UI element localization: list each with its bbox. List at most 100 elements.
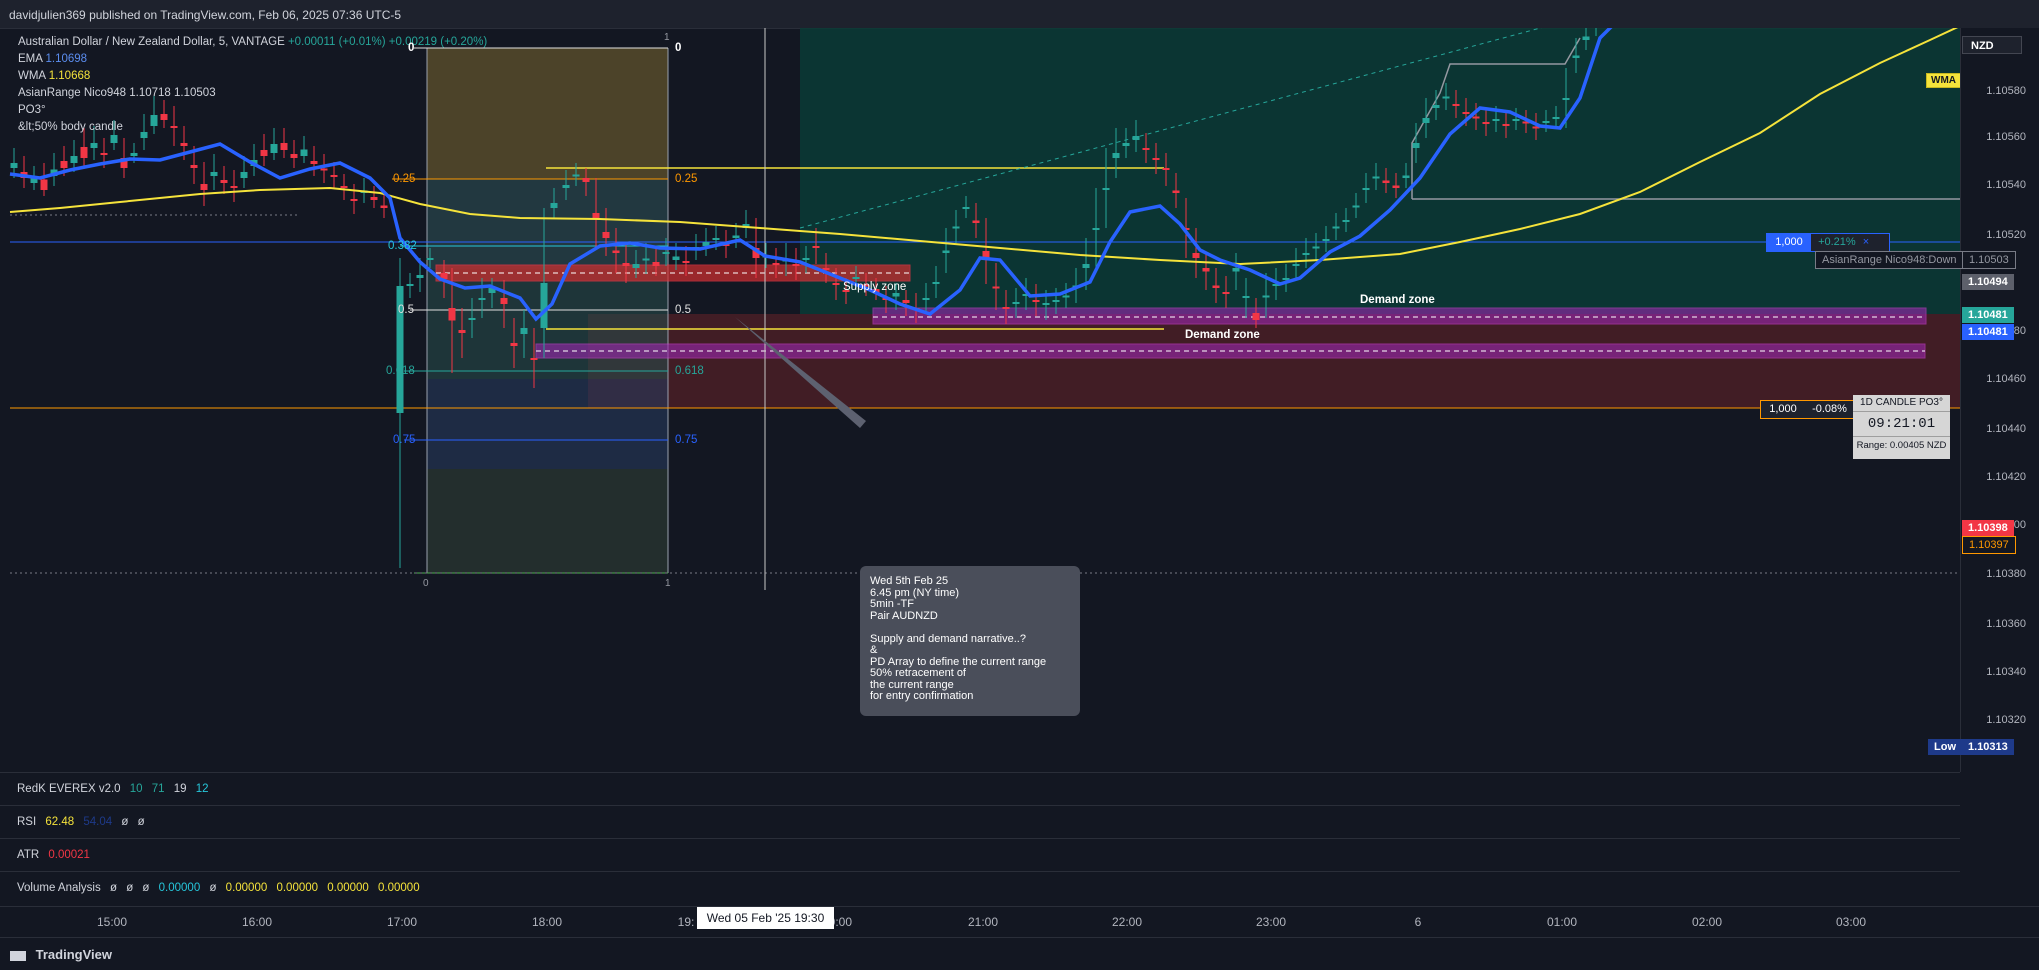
tradingview-logo-icon bbox=[10, 950, 26, 961]
redk-v3: 19 bbox=[173, 783, 187, 795]
time-tick: 15:00 bbox=[96, 915, 128, 929]
time-tick: 03:00 bbox=[1835, 915, 1867, 929]
candle-body bbox=[812, 246, 820, 248]
wma-label: WMA bbox=[18, 70, 46, 82]
candle-body bbox=[520, 328, 528, 334]
candle-body bbox=[200, 184, 208, 190]
fib-label-0618: 0.618 bbox=[675, 365, 704, 377]
asian-legend[interactable]: AsianRange Nico948 1.10718 1.10503 bbox=[18, 85, 487, 102]
wma-legend[interactable]: WMA 1.10668 bbox=[18, 68, 487, 85]
rsi-v3: ø bbox=[121, 816, 129, 828]
time-tick: 19: bbox=[677, 915, 695, 929]
candle-body bbox=[662, 252, 670, 254]
fib-bottom-1: 1 bbox=[665, 578, 671, 589]
asian-price-label: 1.10503 bbox=[1962, 251, 2016, 269]
candle-body bbox=[832, 283, 840, 285]
orange-price-label: 1.10397 bbox=[1962, 536, 2016, 554]
rsi-pane[interactable]: RSI 62.48 54.04 ø ø bbox=[0, 805, 1960, 839]
main-chart[interactable]: Australian Dollar / New Zealand Dollar, … bbox=[0, 28, 2039, 772]
candle-body bbox=[772, 263, 780, 265]
ema-legend[interactable]: EMA 1.10698 bbox=[18, 51, 487, 68]
candle-timer-range: Range: 0.00405 NZD bbox=[1856, 440, 1947, 451]
redk-pane[interactable]: RedK EVEREX v2.0 10 71 19 12 bbox=[0, 772, 1960, 806]
candle-body bbox=[478, 298, 486, 300]
rsi-v2: 54.04 bbox=[83, 816, 113, 828]
candle-body bbox=[310, 161, 318, 164]
fib-zone-2 bbox=[427, 179, 668, 269]
publish-bar: davidjulien369 published on TradingView.… bbox=[0, 0, 2039, 29]
wma-line bbox=[9, 28, 1959, 266]
candle-body bbox=[60, 161, 68, 168]
candle-body bbox=[642, 258, 650, 261]
candle-body bbox=[1172, 190, 1180, 193]
time-tick: 17:00 bbox=[386, 915, 418, 929]
candle-body bbox=[1292, 264, 1300, 266]
tradingview-logo-text: TradingView bbox=[35, 947, 112, 962]
candle-body bbox=[1572, 55, 1580, 58]
annotation-pointer bbox=[735, 317, 866, 428]
candle-body bbox=[396, 286, 404, 413]
currency-tag[interactable]: NZD bbox=[1962, 36, 2022, 54]
ema-line bbox=[9, 28, 1613, 322]
candle-body bbox=[1512, 119, 1520, 121]
wma-value: 1.10668 bbox=[48, 70, 91, 82]
rsi-legend: RSI 62.48 54.04 ø ø bbox=[17, 816, 151, 828]
candle-body bbox=[632, 264, 640, 268]
price-scale[interactable]: 1.105801.105601.105401.105201.104801.104… bbox=[1960, 28, 2039, 772]
candle-body bbox=[370, 197, 378, 200]
volume-v4: 0.00000 bbox=[158, 882, 201, 894]
current-price-label: 1.10494 bbox=[1962, 274, 2014, 290]
demand-zone-label-upper: Demand zone bbox=[1360, 294, 1435, 306]
long-position-box[interactable]: 1,000 +0.21% × bbox=[1766, 233, 1890, 252]
candle-body bbox=[952, 226, 960, 229]
candle-body bbox=[280, 143, 288, 150]
candle-timer-title: 1D CANDLE PO3° bbox=[1853, 395, 1950, 412]
candle-body bbox=[1002, 307, 1010, 309]
candle-body bbox=[220, 180, 228, 183]
candle-body bbox=[1332, 226, 1340, 229]
rsi-v1: 62.48 bbox=[45, 816, 75, 828]
time-axis[interactable]: 15:00 16:00 17:00 18:00 19: 20:00 21:00 22:00 23… bbox=[0, 906, 2039, 937]
candle-body bbox=[488, 288, 496, 293]
candle-body bbox=[320, 168, 328, 171]
short-qty: 1,000 bbox=[1769, 403, 1797, 415]
ema-label: EMA bbox=[18, 53, 43, 65]
short-pct: -0.08% bbox=[1812, 403, 1847, 415]
candle-body bbox=[340, 186, 348, 188]
candle-body bbox=[140, 132, 148, 138]
candle-body bbox=[1482, 122, 1490, 124]
long-close-icon[interactable]: × bbox=[1862, 236, 1870, 248]
candle-body bbox=[458, 330, 466, 333]
atr-pane[interactable]: ATR 0.00021 bbox=[0, 838, 1960, 872]
po3-legend[interactable]: PO3° bbox=[18, 102, 487, 119]
candle-timer-box: 1D CANDLE PO3° 09:21:01 Range: 0.00405 N… bbox=[1853, 395, 1950, 459]
candle-body bbox=[1232, 268, 1240, 272]
volume-pane[interactable]: Volume Analysis ø ø ø 0.00000 ø 0.00000 … bbox=[0, 871, 1960, 905]
candle-body bbox=[962, 207, 970, 209]
candle-body bbox=[290, 154, 298, 158]
candle-body bbox=[1362, 188, 1370, 190]
candle-body bbox=[110, 135, 118, 143]
annotation-callout[interactable]: Wed 5th Feb 25 6.45 pm (NY time) 5min -T… bbox=[860, 566, 1080, 716]
demand-zone-upper[interactable] bbox=[872, 307, 1927, 325]
candle-body bbox=[1582, 36, 1590, 40]
fib-left-025: 0.25 bbox=[393, 173, 416, 185]
volume-v3: ø bbox=[142, 882, 150, 894]
candle-body bbox=[350, 199, 358, 201]
symbol-row[interactable]: Australian Dollar / New Zealand Dollar, … bbox=[18, 34, 487, 51]
candle-body bbox=[330, 175, 338, 177]
candle-body bbox=[500, 298, 508, 304]
chart-canvas[interactable] bbox=[0, 28, 1960, 772]
tradingview-logo[interactable]: TradingView bbox=[10, 947, 112, 962]
candle-body bbox=[582, 178, 590, 182]
candle-body bbox=[1562, 98, 1570, 100]
body-candle-legend[interactable]: &lt;50% body candle bbox=[18, 119, 487, 136]
profit-zone bbox=[800, 28, 1960, 314]
low-tag: Low bbox=[1928, 739, 1962, 755]
atr-name: ATR bbox=[17, 849, 40, 861]
redk-v2: 71 bbox=[151, 783, 165, 795]
po3-label: PO3° bbox=[18, 104, 46, 116]
candle-body bbox=[550, 203, 558, 208]
loss-zone bbox=[588, 314, 1960, 408]
volume-v7: 0.00000 bbox=[276, 882, 319, 894]
